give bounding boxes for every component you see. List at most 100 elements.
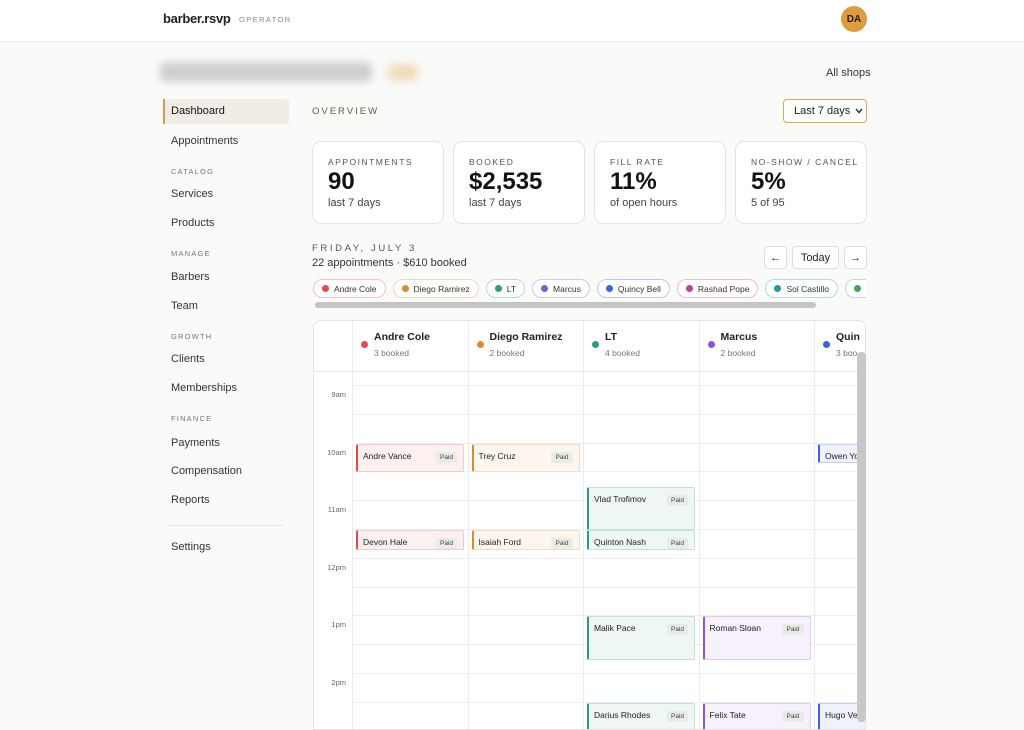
logo[interactable]: barber.rsvp	[163, 11, 231, 26]
payment-status: Paid	[667, 624, 688, 635]
grid-line	[352, 385, 866, 386]
section-title: OVERVIEW	[312, 106, 379, 117]
column-booked: 2 booked	[721, 348, 756, 358]
chip-label: Marcus	[553, 284, 581, 294]
chip-dot	[541, 285, 548, 292]
chip-dot	[606, 285, 613, 292]
appointment-client: Trey Cruz	[479, 451, 516, 461]
nav-item[interactable]: Barbers	[163, 265, 289, 290]
column-divider	[352, 321, 353, 730]
nav-item[interactable]: Settings	[163, 535, 289, 560]
stat-sub: of open hours	[610, 197, 677, 209]
payment-status: Paid	[436, 452, 457, 463]
column-dot	[592, 341, 599, 348]
nav-item[interactable]: Clients	[163, 347, 289, 372]
nav-heading: FINANCE	[171, 414, 212, 423]
payment-status: Paid	[436, 538, 457, 549]
nav-item[interactable]: Memberships	[163, 376, 289, 401]
filter-chip[interactable]: Andre Cole	[313, 279, 386, 298]
filter-chip[interactable]: Marcus	[532, 279, 590, 298]
nav-heading: CATALOG	[171, 167, 214, 176]
appointment-client: Vlad Trofimov	[594, 494, 646, 504]
column-booked: 2 booked	[490, 348, 525, 358]
prev-day-button[interactable]: ←	[764, 246, 787, 269]
hour-label: 2pm	[314, 678, 346, 687]
nav-item[interactable]: Appointments	[163, 129, 289, 154]
nav-heading: GROWTH	[171, 332, 212, 341]
nav-divider	[168, 525, 284, 526]
appointment-client: Roman Sloan	[710, 623, 762, 633]
today-button[interactable]: Today	[792, 246, 839, 269]
filter-chip[interactable]: Diego Ramirez	[393, 279, 479, 298]
column-booked: 3 boo	[836, 348, 857, 358]
filter-chip[interactable]: Th	[845, 279, 866, 298]
filter-chip[interactable]: Sol Castillo	[765, 279, 838, 298]
avatar[interactable]: DA	[841, 6, 867, 32]
appointment-client: Andre Vance	[363, 451, 412, 461]
filter-chip[interactable]: Rashad Pope	[677, 279, 759, 298]
hour-label: 9am	[314, 390, 346, 399]
column-divider	[583, 321, 584, 730]
column-name: Marcus	[721, 331, 758, 343]
payment-status: Paid	[551, 538, 572, 549]
filter-chip[interactable]: LT	[486, 279, 525, 298]
column-booked: 3 booked	[374, 348, 409, 358]
appointment[interactable]: Roman Sloan Paid	[703, 616, 811, 659]
caret	[855, 108, 863, 114]
all-shops-link[interactable]: All shops	[826, 67, 871, 79]
nav-item[interactable]: Compensation	[163, 459, 289, 484]
calendar-header-border	[314, 371, 866, 372]
vertical-scrollbar[interactable]	[857, 352, 866, 722]
nav-item[interactable]: Products	[163, 211, 289, 236]
chip-label: Quincy Bell	[618, 284, 661, 294]
nav-heading: MANAGE	[171, 249, 211, 258]
chip-label: Andre Cole	[334, 284, 377, 294]
nav-item[interactable]: Services	[163, 182, 289, 207]
range-select[interactable]: Last 7 days	[783, 99, 867, 123]
payment-status: Paid	[551, 452, 572, 463]
appointment[interactable]: Andre Vance Paid	[356, 444, 464, 473]
column-name: Quin	[836, 331, 860, 343]
nav-item[interactable]: Reports	[163, 488, 289, 513]
column-divider	[468, 321, 469, 730]
chip-label: Rashad Pope	[698, 284, 750, 294]
payment-status: Paid	[782, 711, 803, 722]
appointment[interactable]: Darius Rhodes Paid	[587, 703, 695, 730]
payment-status: Paid	[782, 624, 803, 635]
stat-label: BOOKED	[469, 157, 514, 167]
appointment-client: Owen Yo	[825, 451, 859, 461]
stat-sub: last 7 days	[469, 197, 522, 209]
chip-dot	[686, 285, 693, 292]
stat-value: 5%	[751, 168, 786, 196]
grid-line	[352, 558, 866, 559]
column-dot	[477, 341, 484, 348]
appointment[interactable]: Trey Cruz Paid	[472, 444, 580, 473]
top-bar: barber.rsvp OPERATOR DA	[0, 0, 1024, 42]
nav-item[interactable]: Team	[163, 294, 289, 319]
grid-line	[352, 587, 866, 588]
appointment-client: Darius Rhodes	[594, 710, 650, 720]
chip-label: Sol Castillo	[786, 284, 829, 294]
stat-label: NO-SHOW / CANCEL	[751, 157, 859, 167]
nav-item[interactable]: Payments	[163, 431, 289, 456]
payment-status: Paid	[667, 711, 688, 722]
stat-sub: last 7 days	[328, 197, 381, 209]
hour-label: 12pm	[314, 563, 346, 572]
range-value: Last 7 days	[794, 105, 850, 117]
nav-item[interactable]: Dashboard	[163, 99, 289, 124]
next-day-button[interactable]: →	[844, 246, 867, 269]
filter-chip[interactable]: Quincy Bell	[597, 279, 670, 298]
column-dot	[823, 341, 830, 348]
horizontal-scrollbar[interactable]	[315, 302, 816, 308]
